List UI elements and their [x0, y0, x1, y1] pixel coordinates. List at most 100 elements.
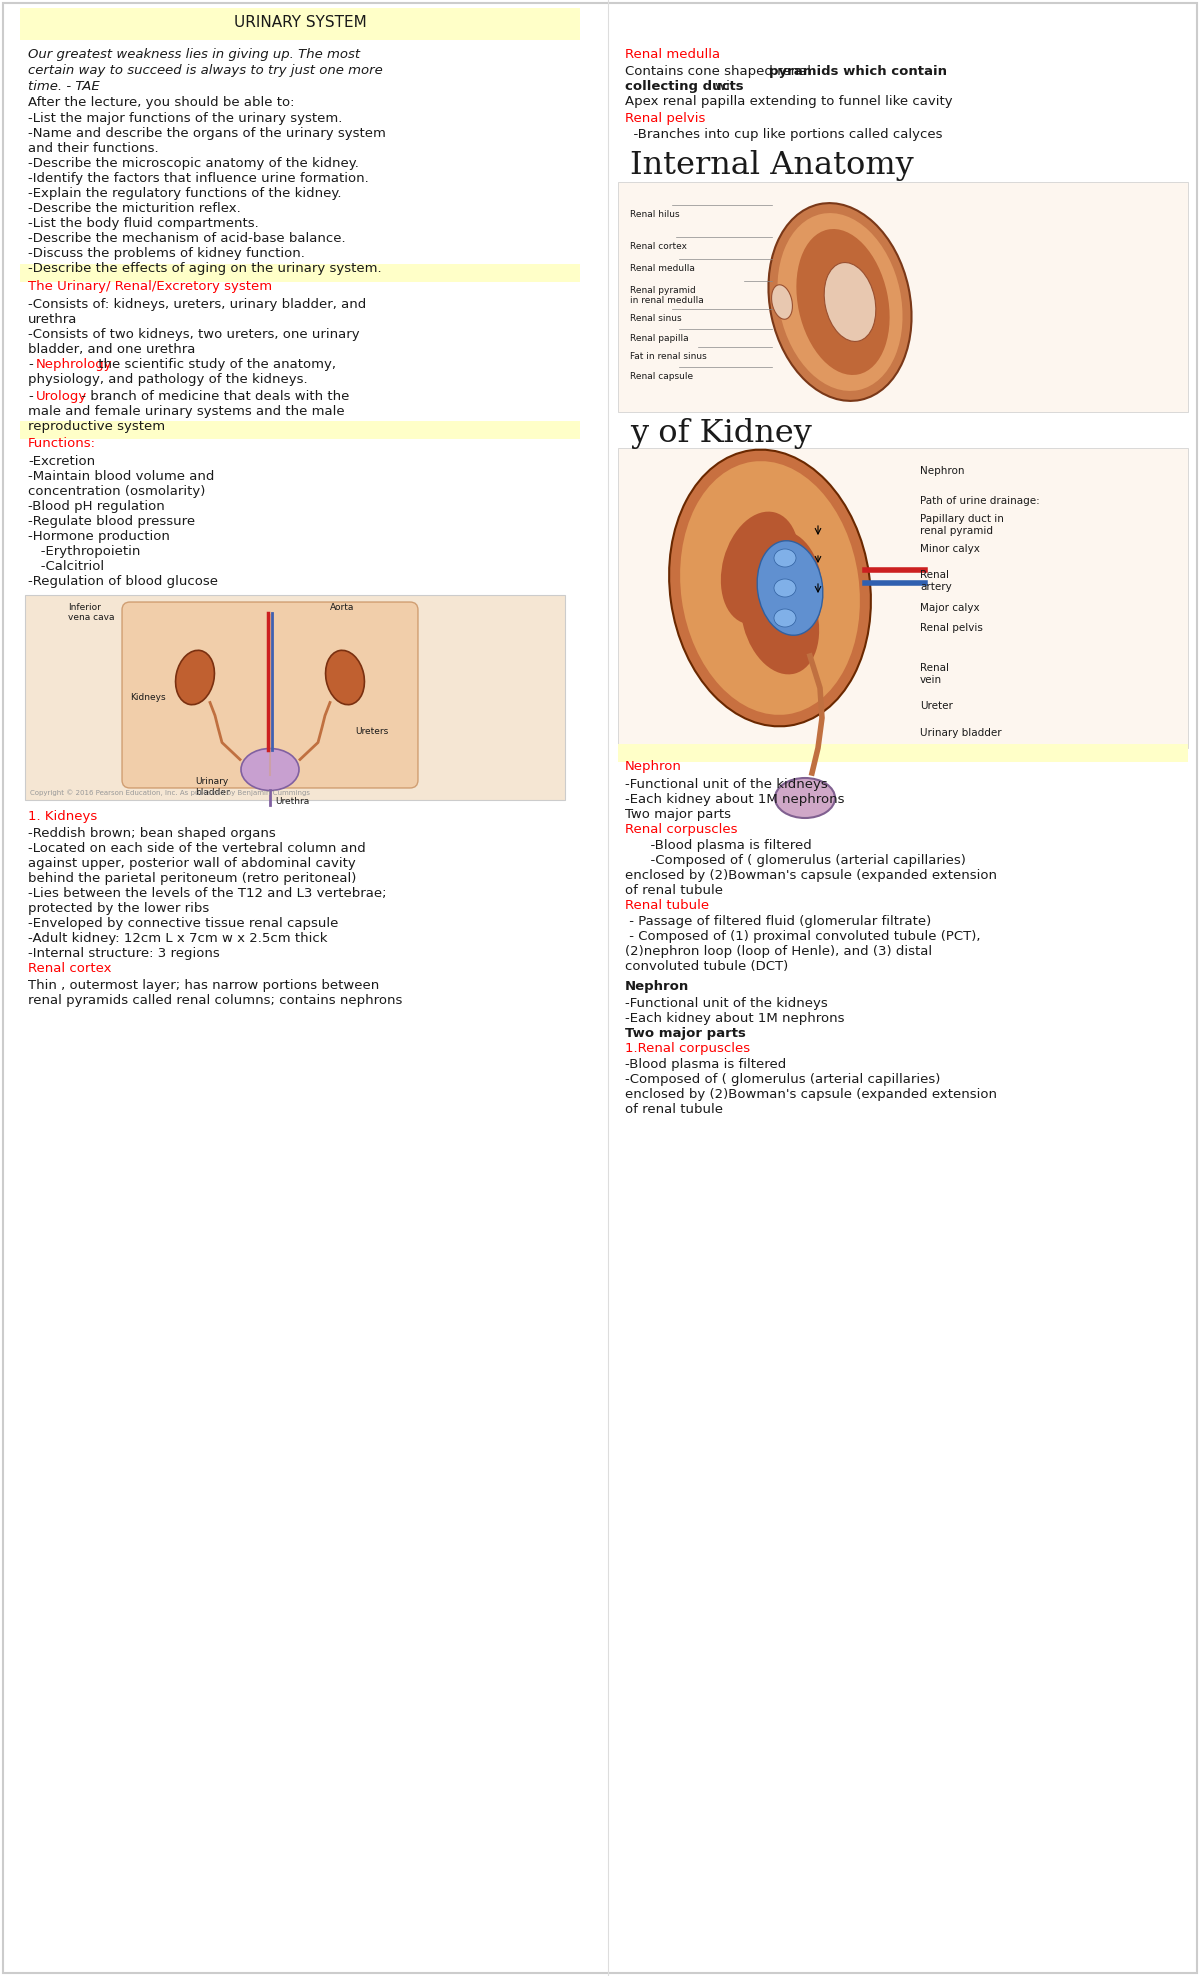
Text: -Internal structure: 3 regions: -Internal structure: 3 regions: [28, 947, 220, 960]
Text: -Each kidney about 1M nephrons: -Each kidney about 1M nephrons: [625, 1012, 845, 1026]
Text: the scientific study of the anatomy,: the scientific study of the anatomy,: [94, 358, 336, 371]
Text: Renal pelvis: Renal pelvis: [625, 113, 706, 124]
Text: -Regulate blood pressure: -Regulate blood pressure: [28, 516, 196, 528]
FancyBboxPatch shape: [20, 421, 580, 439]
Text: Renal medulla: Renal medulla: [630, 265, 695, 273]
Text: URINARY SYSTEM: URINARY SYSTEM: [234, 16, 366, 30]
Text: (2)nephron loop (loop of Henle), and (3) distal: (2)nephron loop (loop of Henle), and (3)…: [625, 945, 932, 958]
Text: -Describe the microscopic anatomy of the kidney.: -Describe the microscopic anatomy of the…: [28, 156, 359, 170]
Ellipse shape: [774, 579, 796, 597]
Text: 1. Kidneys: 1. Kidneys: [28, 810, 97, 822]
Ellipse shape: [772, 285, 792, 320]
Text: -Maintain blood volume and: -Maintain blood volume and: [28, 470, 215, 482]
Text: - Passage of filtered fluid (glomerular filtrate): - Passage of filtered fluid (glomerular …: [625, 915, 931, 929]
Ellipse shape: [774, 609, 796, 626]
Text: Internal Anatomy: Internal Anatomy: [630, 150, 913, 182]
Text: of renal tubule: of renal tubule: [625, 1103, 722, 1116]
Ellipse shape: [775, 779, 835, 818]
Text: - Composed of (1) proximal convoluted tubule (PCT),: - Composed of (1) proximal convoluted tu…: [625, 931, 980, 943]
Text: -List the body fluid compartments.: -List the body fluid compartments.: [28, 217, 259, 229]
Text: -List the major functions of the urinary system.: -List the major functions of the urinary…: [28, 113, 342, 124]
Text: Renal pyramid
in renal medulla: Renal pyramid in renal medulla: [630, 287, 703, 306]
Text: Renal papilla: Renal papilla: [630, 334, 689, 344]
FancyBboxPatch shape: [20, 265, 580, 283]
Text: reproductive system: reproductive system: [28, 421, 166, 433]
Text: Fat in renal sinus: Fat in renal sinus: [630, 352, 707, 362]
FancyBboxPatch shape: [618, 745, 1188, 763]
Text: behind the parietal peritoneum (retro peritoneal): behind the parietal peritoneum (retro pe…: [28, 871, 356, 885]
Text: -Describe the mechanism of acid-base balance.: -Describe the mechanism of acid-base bal…: [28, 231, 346, 245]
Text: Renal
vein: Renal vein: [920, 664, 949, 684]
Text: Nephron: Nephron: [625, 980, 689, 994]
FancyBboxPatch shape: [618, 182, 1188, 413]
Text: - branch of medicine that deals with the: - branch of medicine that deals with the: [77, 389, 349, 403]
Text: pyramids which contain: pyramids which contain: [769, 65, 948, 77]
Text: Path of urine drainage:: Path of urine drainage:: [920, 496, 1039, 506]
Text: Kidneys: Kidneys: [130, 692, 166, 701]
Ellipse shape: [797, 229, 889, 375]
Text: -Each kidney about 1M nephrons: -Each kidney about 1M nephrons: [625, 792, 845, 806]
Text: -Discuss the problems of kidney function.: -Discuss the problems of kidney function…: [28, 247, 305, 261]
Text: urethra: urethra: [28, 312, 77, 326]
Text: Nephrology: Nephrology: [36, 358, 113, 371]
Ellipse shape: [325, 650, 365, 705]
Text: -Consists of: kidneys, ureters, urinary bladder, and: -Consists of: kidneys, ureters, urinary …: [28, 298, 366, 310]
Text: -: -: [28, 358, 32, 371]
Text: Renal corpuscles: Renal corpuscles: [625, 822, 738, 836]
Text: -Name and describe the organs of the urinary system: -Name and describe the organs of the uri…: [28, 126, 386, 140]
Text: -Identify the factors that influence urine formation.: -Identify the factors that influence uri…: [28, 172, 368, 186]
Text: Two major parts: Two major parts: [625, 1028, 746, 1039]
FancyBboxPatch shape: [618, 449, 1188, 749]
Text: of renal tubule: of renal tubule: [625, 883, 722, 897]
Text: -Composed of ( glomerulus (arterial capillaries): -Composed of ( glomerulus (arterial capi…: [625, 854, 966, 867]
Text: -Describe the effects of aging on the urinary system.: -Describe the effects of aging on the ur…: [28, 263, 382, 275]
Text: Urinary
bladder: Urinary bladder: [194, 777, 229, 796]
Text: -: -: [28, 389, 32, 403]
Text: and their functions.: and their functions.: [28, 142, 158, 154]
Text: enclosed by (2)Bowman's capsule (expanded extension: enclosed by (2)Bowman's capsule (expande…: [625, 1089, 997, 1101]
Text: Renal medulla: Renal medulla: [625, 47, 720, 61]
Text: Urethra: Urethra: [275, 798, 310, 806]
Ellipse shape: [824, 263, 876, 342]
Text: Aorta: Aorta: [330, 603, 354, 613]
Text: Ureter: Ureter: [920, 701, 953, 711]
Text: Renal cortex: Renal cortex: [630, 241, 686, 251]
FancyBboxPatch shape: [20, 8, 580, 40]
Text: Renal
artery: Renal artery: [920, 569, 952, 591]
Text: Contains cone shaped renal: Contains cone shaped renal: [625, 65, 815, 77]
Text: Copyright © 2016 Pearson Education, Inc. As published by Benjamin Cummings: Copyright © 2016 Pearson Education, Inc.…: [30, 788, 310, 796]
Text: -Functional unit of the kidneys: -Functional unit of the kidneys: [625, 998, 828, 1010]
Text: Ureters: Ureters: [355, 727, 389, 737]
Text: enclosed by (2)Bowman's capsule (expanded extension: enclosed by (2)Bowman's capsule (expande…: [625, 869, 997, 881]
Text: convoluted tubule (DCT): convoluted tubule (DCT): [625, 960, 788, 972]
Ellipse shape: [748, 532, 823, 646]
Text: Major calyx: Major calyx: [920, 603, 979, 613]
Text: Minor calyx: Minor calyx: [920, 543, 980, 553]
Ellipse shape: [680, 460, 860, 715]
Text: -Functional unit of the kidneys: -Functional unit of the kidneys: [625, 779, 828, 790]
Text: -Erythropoietin: -Erythropoietin: [28, 545, 140, 557]
Ellipse shape: [241, 749, 299, 790]
FancyBboxPatch shape: [25, 595, 565, 800]
Text: Urology: Urology: [36, 389, 88, 403]
Text: -Explain the regulatory functions of the kidney.: -Explain the regulatory functions of the…: [28, 188, 342, 200]
Text: renal pyramids called renal columns; contains nephrons: renal pyramids called renal columns; con…: [28, 994, 402, 1008]
Text: Papillary duct in
renal pyramid: Papillary duct in renal pyramid: [920, 514, 1004, 535]
Text: y of Kidney: y of Kidney: [630, 419, 812, 449]
Text: -Composed of ( glomerulus (arterial capillaries): -Composed of ( glomerulus (arterial capi…: [625, 1073, 941, 1087]
Text: collecting ducts: collecting ducts: [625, 79, 744, 93]
Text: -Enveloped by connective tissue renal capsule: -Enveloped by connective tissue renal ca…: [28, 917, 338, 931]
Text: -Excretion: -Excretion: [28, 454, 95, 468]
Text: Urinary bladder: Urinary bladder: [920, 727, 1002, 737]
Text: -Blood pH regulation: -Blood pH regulation: [28, 500, 164, 514]
Text: -Lies between the levels of the T12 and L3 vertebrae;: -Lies between the levels of the T12 and …: [28, 887, 386, 899]
Text: -Consists of two kidneys, two ureters, one urinary: -Consists of two kidneys, two ureters, o…: [28, 328, 360, 342]
Ellipse shape: [721, 512, 799, 624]
Text: Apex renal papilla extending to funnel like cavity: Apex renal papilla extending to funnel l…: [625, 95, 953, 109]
Text: time. - TAE: time. - TAE: [28, 79, 100, 93]
FancyBboxPatch shape: [122, 603, 418, 788]
Text: -Blood plasma is filtered: -Blood plasma is filtered: [625, 840, 811, 852]
Text: Nephron: Nephron: [625, 761, 682, 773]
Text: Renal sinus: Renal sinus: [630, 314, 682, 322]
Text: physiology, and pathology of the kidneys.: physiology, and pathology of the kidneys…: [28, 373, 307, 385]
